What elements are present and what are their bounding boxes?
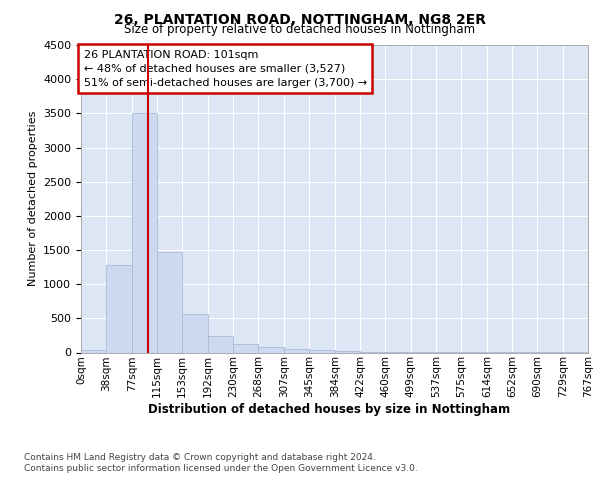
Bar — [106, 265, 132, 352]
Bar — [233, 344, 258, 352]
Bar — [258, 348, 284, 352]
Text: 26 PLANTATION ROAD: 101sqm
← 48% of detached houses are smaller (3,527)
51% of s: 26 PLANTATION ROAD: 101sqm ← 48% of deta… — [83, 50, 367, 88]
Bar — [208, 336, 233, 352]
Bar — [309, 350, 335, 352]
Text: Contains HM Land Registry data © Crown copyright and database right 2024.: Contains HM Land Registry data © Crown c… — [24, 452, 376, 462]
Y-axis label: Number of detached properties: Number of detached properties — [28, 111, 38, 286]
Bar — [182, 314, 208, 352]
Bar — [132, 114, 157, 352]
Bar — [81, 350, 106, 352]
Text: 26, PLANTATION ROAD, NOTTINGHAM, NG8 2ER: 26, PLANTATION ROAD, NOTTINGHAM, NG8 2ER — [114, 12, 486, 26]
Text: Size of property relative to detached houses in Nottingham: Size of property relative to detached ho… — [124, 22, 476, 36]
Bar — [284, 348, 309, 352]
Bar — [157, 252, 182, 352]
Text: Distribution of detached houses by size in Nottingham: Distribution of detached houses by size … — [148, 402, 510, 415]
Bar — [335, 351, 360, 352]
Text: Contains public sector information licensed under the Open Government Licence v3: Contains public sector information licen… — [24, 464, 418, 473]
